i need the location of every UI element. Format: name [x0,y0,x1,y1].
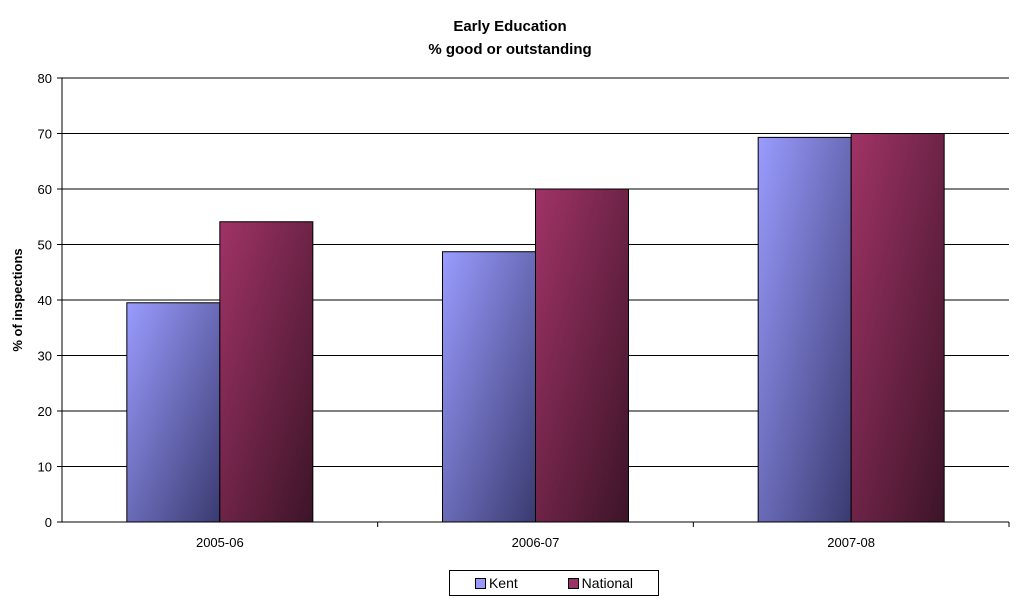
y-tick-label: 40 [38,293,52,308]
y-axis-label: % of inspections [10,248,25,351]
bar-national-2005-06 [219,221,314,523]
legend-item-national: National [567,575,634,591]
bar-kent-2007-08 [757,136,852,523]
x-tick-labels: 2005-06 2006-07 2007-08 [196,535,875,550]
y-tick-label: 10 [38,460,52,475]
y-tick-label: 80 [38,71,52,86]
x-tick-label: 2005-06 [196,535,244,550]
y-tick-label: 30 [38,349,52,364]
legend-label-kent: Kent [488,575,518,591]
legend-swatch-national [567,577,579,589]
legend: Kent National [449,570,659,596]
x-tick-label: 2007-08 [827,535,875,550]
y-tick-label: 50 [38,238,52,253]
bars [126,133,945,523]
bar-national-2006-07 [535,188,629,523]
chart-title: Early Education [453,18,566,35]
y-tick-label: 60 [38,182,52,197]
x-tick-label: 2006-07 [512,535,560,550]
bar-kent-2005-06 [126,302,221,523]
y-tick-label: 20 [38,404,52,419]
legend-label-national: National [581,575,634,591]
legend-swatch-kent [474,577,486,589]
axes [57,77,1010,527]
legend-item-kent: Kent [474,575,518,591]
chart-subtitle: % good or outstanding [428,41,591,58]
y-tick-label: 0 [45,515,52,530]
bar-kent-2006-07 [442,251,536,523]
y-tick-labels: 0 10 20 30 40 50 60 70 80 [38,71,52,530]
bar-national-2007-08 [850,133,945,523]
y-tick-label: 70 [38,127,52,142]
